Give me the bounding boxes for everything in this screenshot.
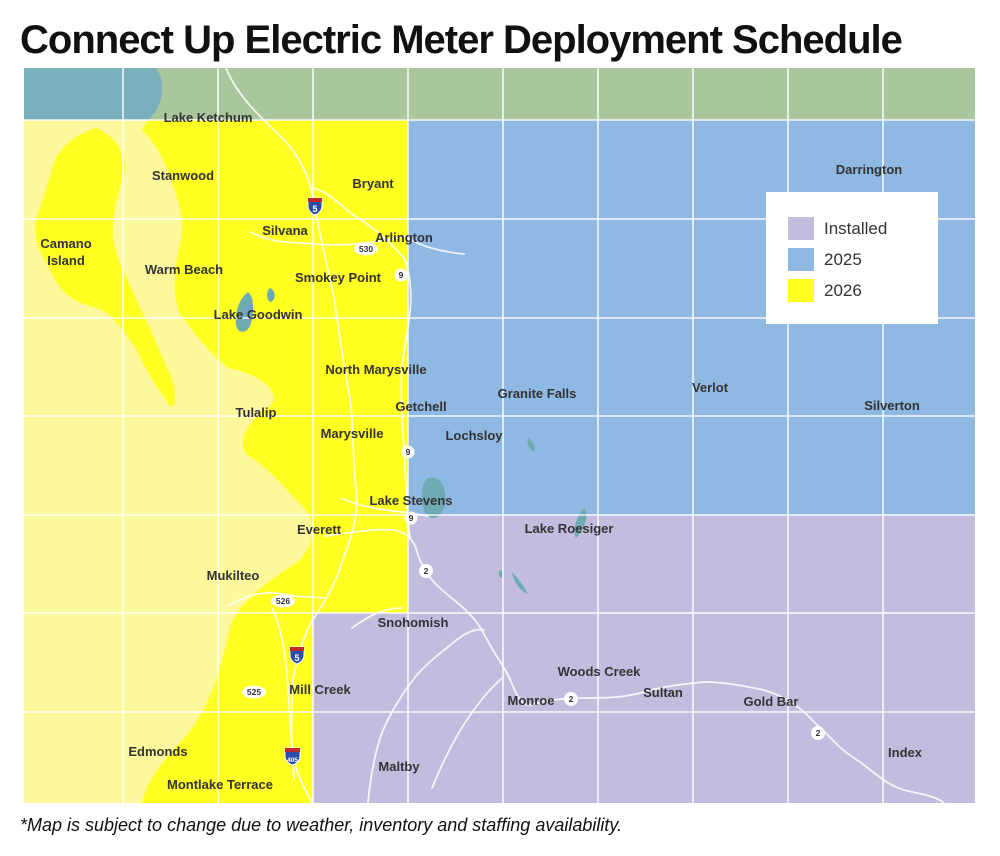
label-mukilteo: Mukilteo — [207, 568, 260, 583]
svg-text:2: 2 — [816, 728, 821, 738]
route-shields: 5 530 9 9 9 2 526 5 — [242, 197, 825, 766]
interstate-5-north-shield: 5 — [307, 197, 323, 216]
zone-2026 — [142, 120, 408, 803]
deployment-map: 5 530 9 9 9 2 526 5 — [24, 68, 975, 803]
us-2-west-shield: 2 — [419, 564, 433, 578]
label-verlot: Verlot — [692, 380, 729, 395]
legend-label-2026: 2026 — [824, 280, 862, 300]
puget-sound-water — [24, 68, 163, 120]
label-everett: Everett — [297, 522, 342, 537]
label-getchell: Getchell — [395, 399, 446, 414]
map-grid — [24, 68, 975, 803]
lake-cochran — [527, 438, 536, 452]
label-maltby: Maltby — [378, 759, 420, 774]
svg-text:526: 526 — [276, 596, 290, 606]
us-2-east-shield: 2 — [811, 726, 825, 740]
svg-text:9: 9 — [399, 270, 404, 280]
label-index: Index — [888, 745, 923, 760]
svg-text:5: 5 — [294, 653, 299, 663]
label-lochsloy: Lochsloy — [445, 428, 503, 443]
legend-label-installed: Installed — [824, 218, 888, 238]
label-granite-falls: Granite Falls — [498, 386, 577, 401]
legend-swatch-2025 — [788, 248, 814, 271]
lake-small-1 — [498, 570, 504, 578]
label-sultan: Sultan — [643, 685, 683, 700]
svg-text:2: 2 — [569, 694, 574, 704]
label-arlington: Arlington — [375, 230, 433, 245]
legend-swatch-installed — [788, 217, 814, 240]
label-monroe: Monroe — [508, 693, 555, 708]
label-lake-ketchum: Lake Ketchum — [164, 110, 253, 125]
label-lake-goodwin: Lake Goodwin — [214, 307, 303, 322]
legend-label-2025: 2025 — [824, 249, 862, 269]
label-camano: Camano — [40, 236, 91, 251]
route-525-shield: 525 — [242, 685, 266, 699]
label-lake-stevens: Lake Stevens — [369, 493, 452, 508]
svg-text:2: 2 — [424, 566, 429, 576]
label-warm-beach: Warm Beach — [145, 262, 223, 277]
map-canvas: 5 530 9 9 9 2 526 5 — [24, 68, 975, 803]
interstate-405-shield: 405 — [284, 747, 301, 766]
label-smokey-point: Smokey Point — [295, 270, 382, 285]
map-title: Connect Up Electric Meter Deployment Sch… — [20, 18, 903, 62]
svg-text:405: 405 — [287, 757, 298, 764]
map-footnote: *Map is subject to change due to weather… — [20, 815, 623, 835]
zone-north-area — [24, 68, 975, 120]
us-2-monroe-shield: 2 — [564, 692, 578, 706]
label-montlake-terrace: Montlake Terrace — [167, 777, 273, 792]
label-island: Island — [47, 253, 85, 268]
label-snohomish: Snohomish — [378, 615, 449, 630]
legend-item-installed: Installed — [788, 213, 938, 244]
label-mill-creek: Mill Creek — [289, 682, 351, 697]
camano-island — [35, 128, 175, 407]
route-530-shield: 530 — [354, 242, 378, 256]
label-stanwood: Stanwood — [152, 168, 214, 183]
svg-text:5: 5 — [312, 204, 317, 214]
label-bryant: Bryant — [352, 176, 394, 191]
map-legend: Installed 2025 2026 — [766, 192, 938, 324]
route-526-shield: 526 — [271, 594, 295, 608]
label-marysville: Marysville — [321, 426, 384, 441]
label-silverton: Silverton — [864, 398, 920, 413]
label-tulalip: Tulalip — [236, 405, 277, 420]
zone-installed — [313, 515, 975, 803]
legend-swatch-2026 — [788, 279, 814, 302]
label-darrington: Darrington — [836, 162, 903, 177]
svg-text:525: 525 — [247, 687, 261, 697]
svg-text:9: 9 — [406, 447, 411, 457]
svg-text:9: 9 — [409, 513, 414, 523]
lake-small-2 — [512, 572, 528, 594]
place-labels: Lake Ketchum Stanwood Bryant Darrington … — [40, 110, 922, 792]
route-9-south-shield: 9 — [404, 511, 418, 525]
label-gold-bar: Gold Bar — [744, 694, 799, 709]
lake-goodwin — [235, 292, 254, 332]
label-north-marysville: North Marysville — [325, 362, 426, 377]
label-edmonds: Edmonds — [128, 744, 187, 759]
label-woods-creek: Woods Creek — [558, 664, 642, 679]
lake-stevens-water — [421, 477, 446, 519]
legend-item-2026: 2026 — [788, 275, 938, 306]
route-9-north-shield: 9 — [394, 268, 408, 282]
label-lake-roesiger: Lake Roesiger — [525, 521, 614, 536]
legend-item-2025: 2025 — [788, 244, 938, 275]
route-9-mid-shield: 9 — [401, 445, 415, 459]
svg-text:530: 530 — [359, 244, 373, 254]
lake-shoecraft — [267, 288, 275, 302]
interstate-5-south-shield: 5 — [289, 646, 305, 665]
label-silvana: Silvana — [262, 223, 308, 238]
